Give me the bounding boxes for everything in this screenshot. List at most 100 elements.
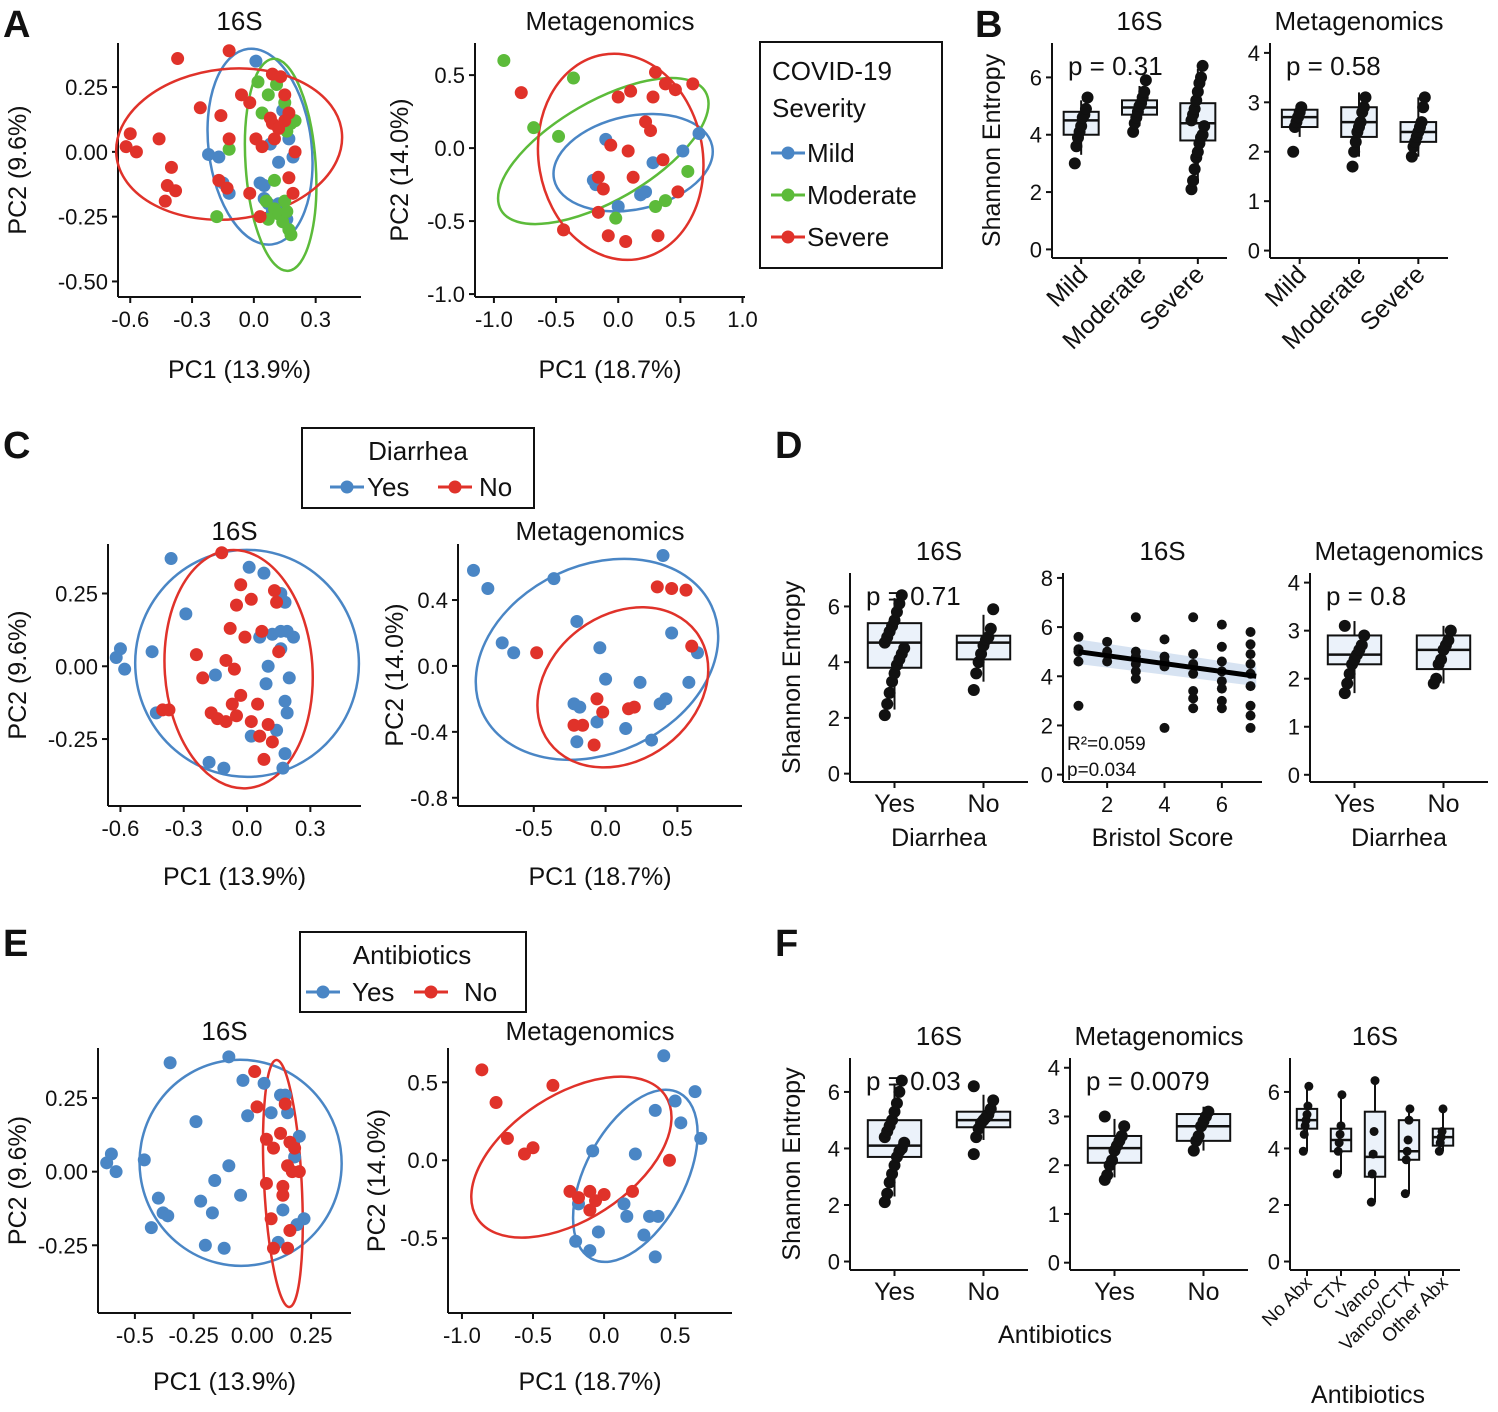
f2-ytick-label-2: 2 bbox=[1048, 1153, 1060, 1178]
e1-point-yes-5 bbox=[137, 1153, 151, 1167]
a1-point-moderate-14 bbox=[210, 210, 224, 224]
c2-point-yes-0 bbox=[466, 563, 480, 577]
b2-point-1-0 bbox=[1346, 160, 1359, 173]
a2-point-moderate-2 bbox=[527, 121, 541, 135]
legend-dot-mild bbox=[781, 146, 795, 160]
f3-xlabel: Antibiotics bbox=[1311, 1381, 1425, 1409]
e2-point-yes-3 bbox=[648, 1103, 662, 1117]
e2-point-yes-1 bbox=[668, 1094, 682, 1108]
c2-xlabel: PC1 (18.7%) bbox=[528, 863, 671, 891]
chart-f2: Metagenomics 0 1 2 3 4 Yes No p = 0.0079 bbox=[1048, 1021, 1248, 1306]
c1-ytick-label-1: 0.00 bbox=[55, 654, 98, 679]
c1-ytick-label-2: -0.25 bbox=[48, 727, 98, 752]
f2-title: Metagenomics bbox=[1074, 1021, 1243, 1051]
legend-severity: COVID-19 Severity Mild Moderate Severe bbox=[759, 41, 943, 269]
f3-point-3-5 bbox=[1405, 1104, 1415, 1114]
d2-point-22 bbox=[1188, 668, 1199, 679]
e2-point-yes-16 bbox=[591, 1225, 605, 1239]
d3-ytick-label-2: 2 bbox=[1288, 667, 1300, 692]
a1-ytick-label-1: 0.00 bbox=[65, 140, 108, 165]
c2-point-yes-15 bbox=[633, 675, 647, 689]
a2-point-severe-5 bbox=[624, 84, 638, 98]
e2-point-yes-6 bbox=[628, 1147, 642, 1161]
e2-point-yes-13 bbox=[569, 1234, 583, 1248]
chart-d2: 16S 0 2 4 6 8 2 4 6 Bristol Score R²=0.059 p=0.034 bbox=[1041, 536, 1262, 852]
f3-title: 16S bbox=[1352, 1021, 1398, 1051]
d3-point-0-9 bbox=[1338, 619, 1351, 632]
d3-point-1-7 bbox=[1444, 624, 1457, 637]
d2-point-31 bbox=[1216, 683, 1227, 694]
d1-xlabel: Diarrhea bbox=[891, 824, 987, 852]
c1-point-no-24 bbox=[272, 645, 286, 659]
c1-point-yes-27 bbox=[208, 668, 222, 682]
d2-title: 16S bbox=[1139, 536, 1185, 566]
f3-point-1-0 bbox=[1332, 1169, 1342, 1179]
a2-point-moderate-5 bbox=[658, 194, 672, 208]
d2-point-41 bbox=[1245, 710, 1256, 721]
f3-point-2-0 bbox=[1366, 1197, 1376, 1207]
e1-point-no-15 bbox=[281, 1241, 295, 1255]
a1-point-severe-14 bbox=[243, 96, 257, 110]
a1-point-severe-1 bbox=[171, 52, 185, 66]
c1-xtick-label-3: 0.3 bbox=[295, 816, 326, 841]
chart-d1: 16S Shannon Entropy 0 2 4 6 Yes No p = 0.71 Diarr… bbox=[778, 536, 1028, 852]
e1-point-no-10 bbox=[259, 1176, 273, 1190]
legend-severity-title-1: COVID-19 bbox=[772, 56, 892, 86]
e2-xtick-label-0: -1.0 bbox=[443, 1323, 481, 1348]
e1-point-no-12 bbox=[264, 1212, 278, 1226]
f3-point-1-1 bbox=[1333, 1146, 1343, 1156]
c1-point-yes-28 bbox=[259, 677, 273, 691]
d1-point-0-8 bbox=[898, 642, 911, 655]
d2-point-28 bbox=[1216, 656, 1227, 667]
legend-label-abx-no: No bbox=[464, 977, 497, 1007]
f2-point-0-8 bbox=[1118, 1120, 1131, 1133]
b1-ytick-label-1: 2 bbox=[1030, 180, 1042, 205]
d1-ytick-label-3: 6 bbox=[828, 594, 840, 619]
panel-letter-b: B bbox=[975, 4, 1002, 46]
f3-point-4-4 bbox=[1438, 1104, 1448, 1114]
f1-ylabel: Shannon Entropy bbox=[778, 1067, 806, 1261]
c1-point-no-3 bbox=[267, 584, 281, 598]
c2-point-yes-13 bbox=[593, 641, 607, 655]
a1-point-mild-14 bbox=[272, 155, 286, 169]
c1-point-no-10 bbox=[219, 653, 233, 667]
b2-category-2: Severe bbox=[1355, 260, 1431, 336]
e1-point-yes-15 bbox=[241, 1109, 255, 1123]
b1-point-2-2 bbox=[1188, 163, 1201, 176]
c2-point-yes-14 bbox=[599, 672, 613, 686]
a1-point-severe-13 bbox=[235, 88, 248, 102]
f1-p-value: p = 0.03 bbox=[866, 1066, 961, 1096]
a1-xtick-label-3: 0.3 bbox=[300, 307, 331, 332]
f1-ytick-label-3: 6 bbox=[828, 1080, 840, 1105]
b2-ytick-label-1: 1 bbox=[1248, 189, 1260, 214]
c2-point-yes-3 bbox=[507, 646, 521, 660]
f1-title: 16S bbox=[916, 1021, 962, 1051]
f2-point-0-9 bbox=[1098, 1110, 1111, 1123]
f1-category-0: Yes bbox=[874, 1278, 915, 1306]
legend-label-diarrhea-no: No bbox=[479, 472, 512, 502]
f3-ytick-label-1: 2 bbox=[1268, 1193, 1280, 1218]
panel-letter-f: F bbox=[775, 923, 798, 965]
c1-point-yes-7 bbox=[202, 755, 216, 769]
c2-point-no-7 bbox=[587, 738, 601, 752]
a1-xtick-label-0: -0.6 bbox=[111, 307, 149, 332]
d3-title: Metagenomics bbox=[1314, 536, 1483, 566]
a1-ylabel: PC2 (9.6%) bbox=[4, 105, 32, 234]
e1-point-no-3 bbox=[274, 1126, 288, 1140]
chart-e2: Metagenomics PC2 (14.0%) 0.5 0.0 -0.5 -1.0 -0.… bbox=[363, 1016, 732, 1396]
d2-point-30 bbox=[1216, 676, 1227, 687]
e2-xlabel: PC1 (18.7%) bbox=[518, 1368, 661, 1396]
b2-point-1-5 bbox=[1354, 116, 1367, 129]
c2-xtick-label-0: -0.5 bbox=[515, 816, 553, 841]
e1-point-yes-11 bbox=[236, 1073, 250, 1087]
d2-xtick-label-2: 6 bbox=[1216, 792, 1228, 817]
e1-point-no-0 bbox=[248, 1065, 262, 1079]
a1-point-moderate-0 bbox=[251, 75, 265, 89]
f3-point-2-3 bbox=[1369, 1126, 1379, 1136]
a1-point-severe-2 bbox=[123, 127, 137, 141]
c1-point-no-6 bbox=[255, 624, 269, 638]
e1-point-yes-9 bbox=[161, 1209, 175, 1223]
a2-point-severe-10 bbox=[604, 138, 618, 152]
